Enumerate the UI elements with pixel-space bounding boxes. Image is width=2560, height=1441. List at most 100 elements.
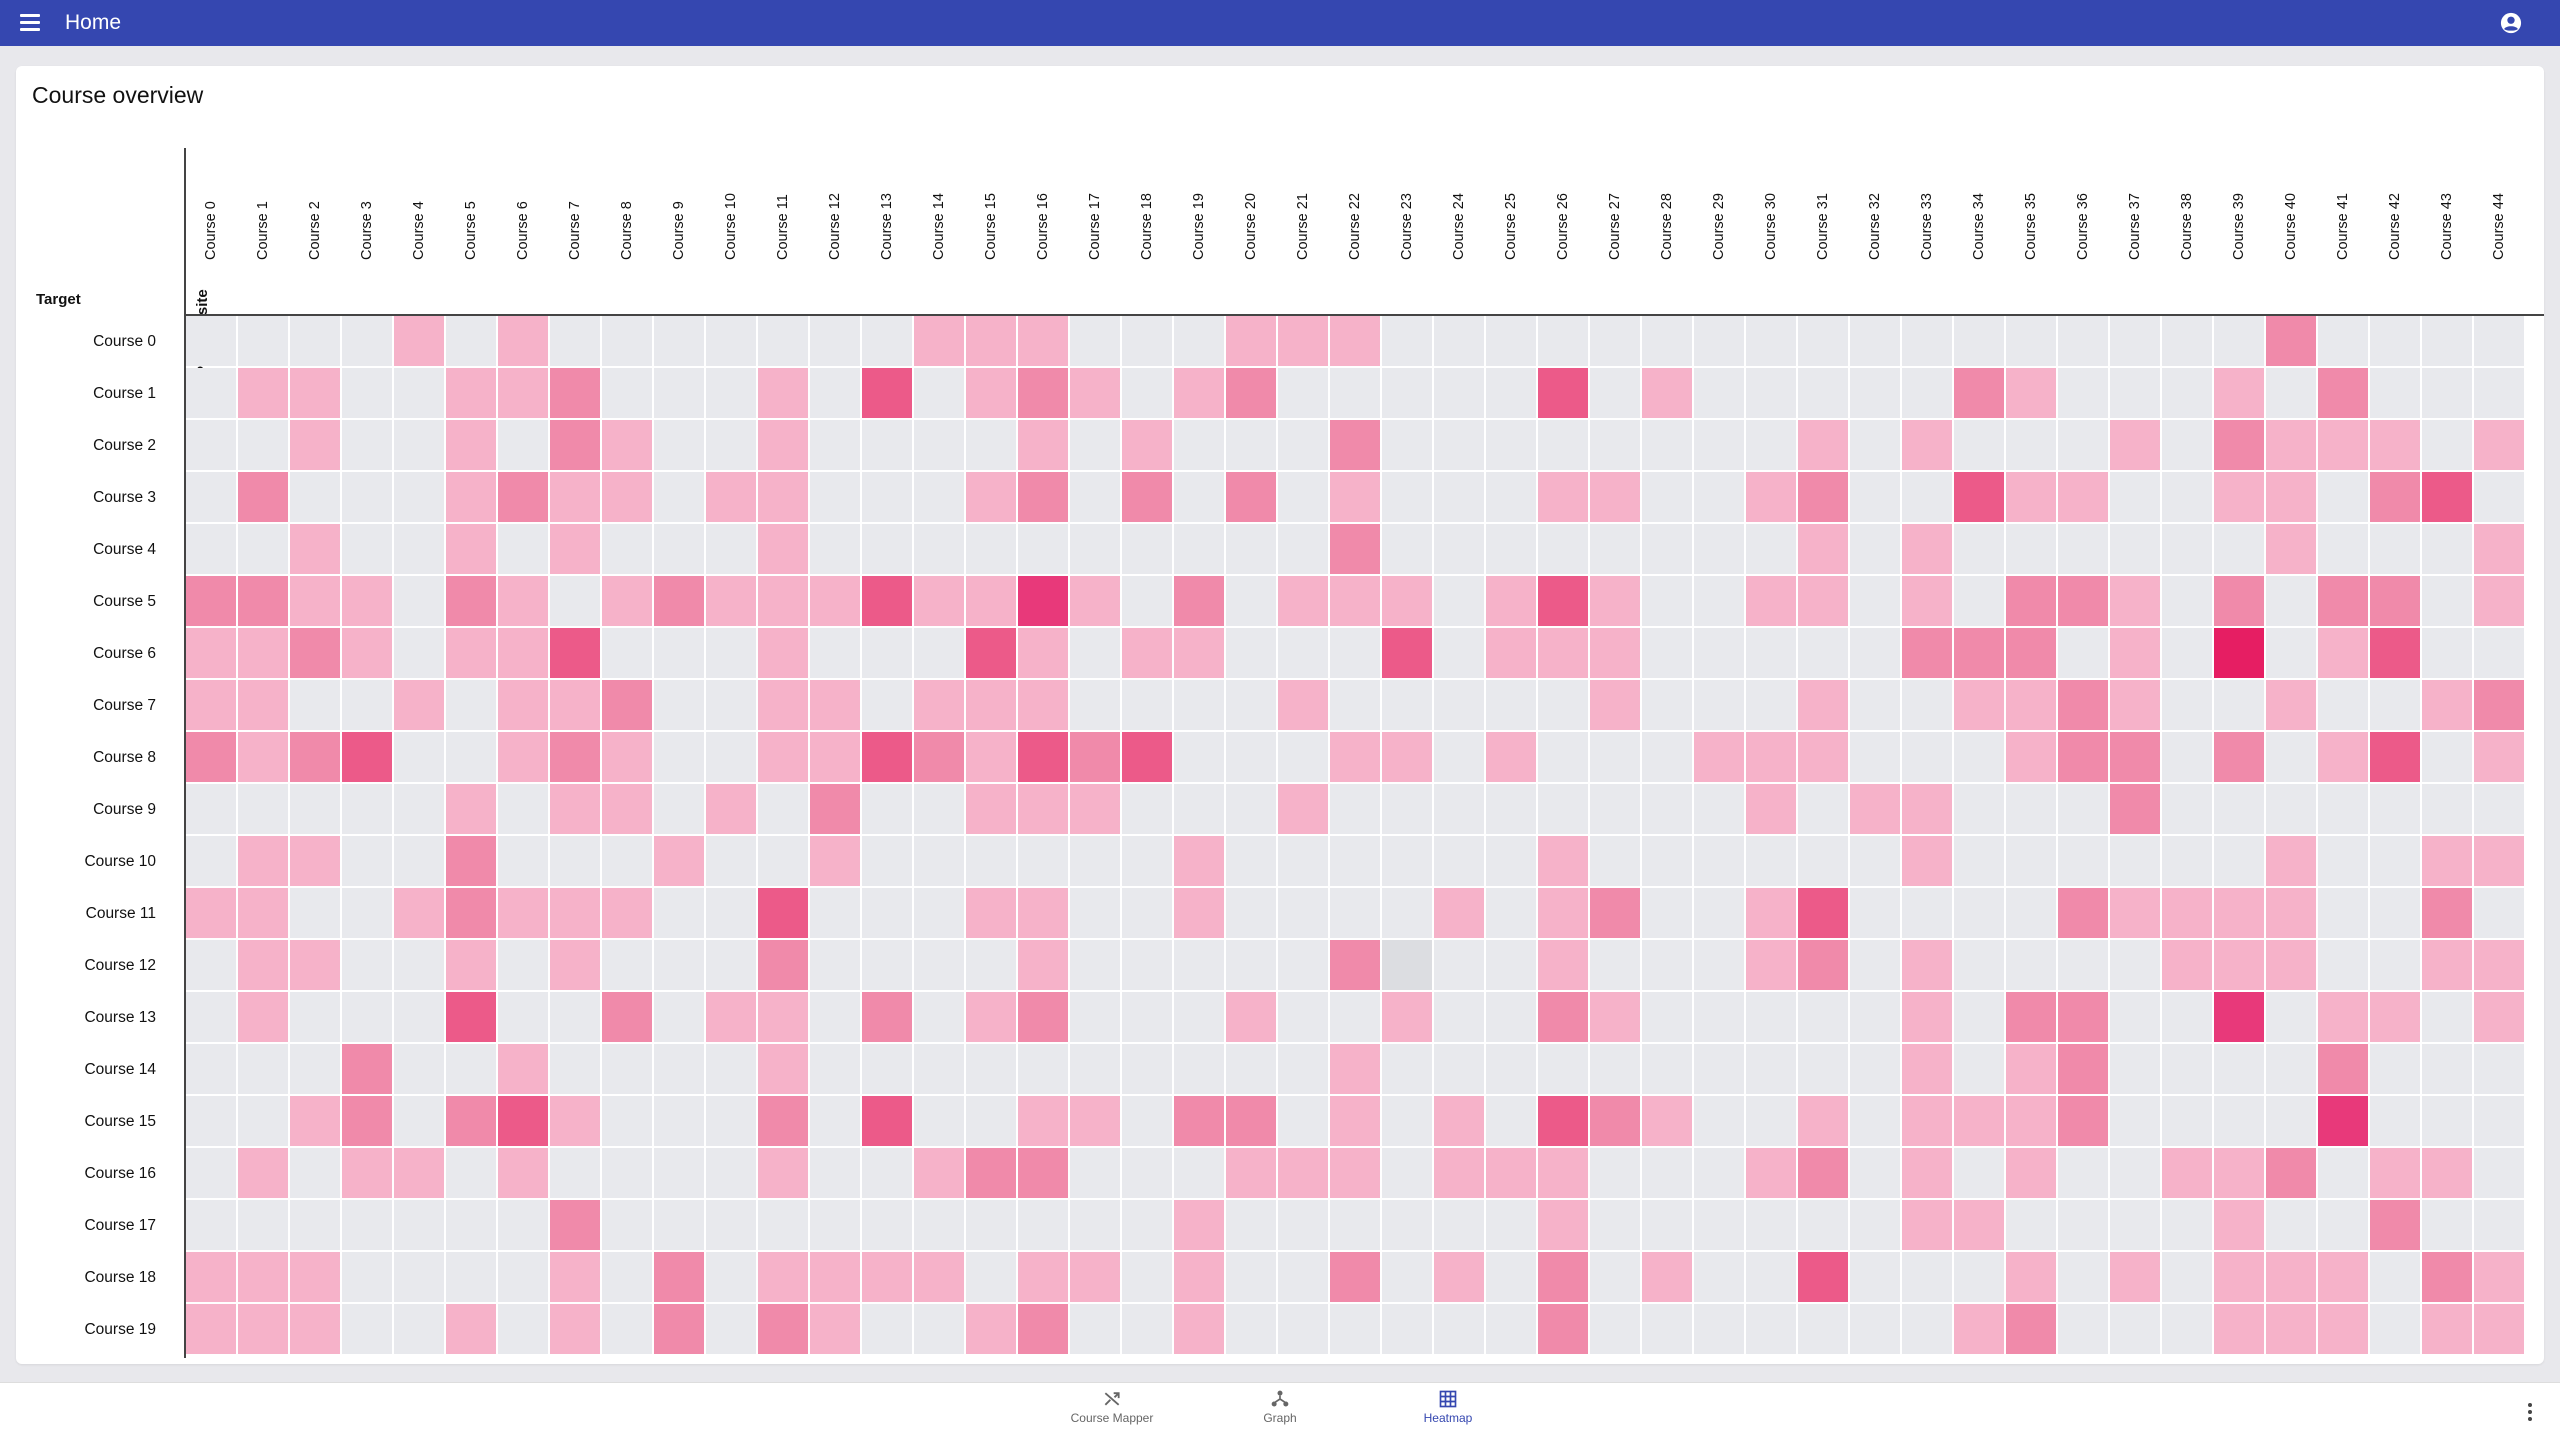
heatmap-cell[interactable]	[1902, 732, 1952, 782]
heatmap-cell[interactable]	[2370, 784, 2420, 834]
heatmap-cell[interactable]	[654, 576, 704, 626]
heatmap-cell[interactable]	[2058, 732, 2108, 782]
heatmap-cell[interactable]	[238, 940, 288, 990]
heatmap-cell[interactable]	[1590, 524, 1640, 574]
heatmap-cell[interactable]	[1850, 1096, 1900, 1146]
heatmap-cell[interactable]	[290, 680, 340, 730]
heatmap-cell[interactable]	[1018, 1148, 1068, 1198]
heatmap-cell[interactable]	[1070, 524, 1120, 574]
heatmap-cell[interactable]	[706, 368, 756, 418]
heatmap-cell[interactable]	[2266, 368, 2316, 418]
heatmap-cell[interactable]	[1954, 1304, 2004, 1354]
heatmap-cell[interactable]	[2370, 576, 2420, 626]
heatmap-cell[interactable]	[1902, 472, 1952, 522]
heatmap-cell[interactable]	[966, 1252, 1016, 1302]
heatmap-cell[interactable]	[1070, 732, 1120, 782]
heatmap-cell[interactable]	[1018, 420, 1068, 470]
heatmap-cell[interactable]	[1382, 1044, 1432, 1094]
heatmap-cell[interactable]	[1122, 1096, 1172, 1146]
heatmap-cell[interactable]	[706, 888, 756, 938]
heatmap-cell[interactable]	[1278, 680, 1328, 730]
heatmap-cell[interactable]	[1798, 888, 1848, 938]
heatmap-cell[interactable]	[602, 524, 652, 574]
heatmap-cell[interactable]	[186, 940, 236, 990]
heatmap-cell[interactable]	[2474, 1252, 2524, 1302]
heatmap-cell[interactable]	[914, 420, 964, 470]
heatmap-cell[interactable]	[1850, 732, 1900, 782]
heatmap-cell[interactable]	[2318, 940, 2368, 990]
heatmap-cell[interactable]	[1018, 316, 1068, 366]
heatmap-cell[interactable]	[1642, 784, 1692, 834]
heatmap-cell[interactable]	[394, 420, 444, 470]
heatmap-cell[interactable]	[1070, 1096, 1120, 1146]
heatmap-cell[interactable]	[1694, 940, 1744, 990]
heatmap-cell[interactable]	[2006, 1252, 2056, 1302]
heatmap-cell[interactable]	[2162, 472, 2212, 522]
heatmap-cell[interactable]	[446, 836, 496, 886]
heatmap-cell[interactable]	[498, 472, 548, 522]
heatmap-cell[interactable]	[1902, 784, 1952, 834]
heatmap-cell[interactable]	[602, 732, 652, 782]
heatmap-cell[interactable]	[1434, 732, 1484, 782]
heatmap-cell[interactable]	[2058, 420, 2108, 470]
heatmap-cell[interactable]	[238, 628, 288, 678]
heatmap-cell[interactable]	[706, 940, 756, 990]
heatmap-cell[interactable]	[1798, 628, 1848, 678]
heatmap-cell[interactable]	[290, 368, 340, 418]
heatmap-cell[interactable]	[2110, 836, 2160, 886]
heatmap-cell[interactable]	[2058, 576, 2108, 626]
heatmap-cell[interactable]	[2318, 888, 2368, 938]
heatmap-cell[interactable]	[2006, 1148, 2056, 1198]
heatmap-cell[interactable]	[862, 1200, 912, 1250]
heatmap-cell[interactable]	[1850, 940, 1900, 990]
heatmap-cell[interactable]	[2422, 1200, 2472, 1250]
heatmap-cell[interactable]	[1330, 368, 1380, 418]
heatmap-cell[interactable]	[290, 576, 340, 626]
heatmap-cell[interactable]	[2318, 1304, 2368, 1354]
heatmap-cell[interactable]	[2318, 732, 2368, 782]
heatmap-cell[interactable]	[1798, 1096, 1848, 1146]
heatmap-cell[interactable]	[1434, 472, 1484, 522]
heatmap-cell[interactable]	[706, 1200, 756, 1250]
heatmap-cell[interactable]	[550, 368, 600, 418]
heatmap-cell[interactable]	[2422, 784, 2472, 834]
heatmap-cell[interactable]	[862, 836, 912, 886]
heatmap-cell[interactable]	[1226, 1304, 1276, 1354]
heatmap-cell[interactable]	[1330, 316, 1380, 366]
heatmap-cell[interactable]	[966, 1200, 1016, 1250]
heatmap-cell[interactable]	[342, 732, 392, 782]
heatmap-cell[interactable]	[498, 888, 548, 938]
heatmap-cell[interactable]	[1330, 420, 1380, 470]
heatmap-cell[interactable]	[2474, 524, 2524, 574]
heatmap-cell[interactable]	[602, 940, 652, 990]
heatmap-cell[interactable]	[862, 732, 912, 782]
heatmap-cell[interactable]	[1642, 1096, 1692, 1146]
heatmap-cell[interactable]	[758, 784, 808, 834]
heatmap-cell[interactable]	[1902, 940, 1952, 990]
heatmap-cell[interactable]	[862, 680, 912, 730]
heatmap-cell[interactable]	[1694, 732, 1744, 782]
heatmap-cell[interactable]	[706, 576, 756, 626]
heatmap-cell[interactable]	[1642, 680, 1692, 730]
heatmap-cell[interactable]	[2110, 1096, 2160, 1146]
heatmap-cell[interactable]	[914, 836, 964, 886]
heatmap-cell[interactable]	[1174, 940, 1224, 990]
heatmap-cell[interactable]	[2214, 1252, 2264, 1302]
heatmap-cell[interactable]	[914, 680, 964, 730]
heatmap-cell[interactable]	[1954, 472, 2004, 522]
heatmap-cell[interactable]	[238, 1148, 288, 1198]
heatmap-cell[interactable]	[2214, 888, 2264, 938]
heatmap-cell[interactable]	[758, 472, 808, 522]
heatmap-cell[interactable]	[1122, 472, 1172, 522]
heatmap-cell[interactable]	[2370, 1148, 2420, 1198]
heatmap-cell[interactable]	[2474, 784, 2524, 834]
heatmap-cell[interactable]	[862, 940, 912, 990]
heatmap-cell[interactable]	[1486, 940, 1536, 990]
heatmap-cell[interactable]	[446, 680, 496, 730]
heatmap-cell[interactable]	[2318, 836, 2368, 886]
heatmap-cell[interactable]	[862, 420, 912, 470]
heatmap-cell[interactable]	[394, 1252, 444, 1302]
heatmap-cell[interactable]	[498, 1096, 548, 1146]
heatmap-cell[interactable]	[498, 1200, 548, 1250]
heatmap-cell[interactable]	[342, 420, 392, 470]
